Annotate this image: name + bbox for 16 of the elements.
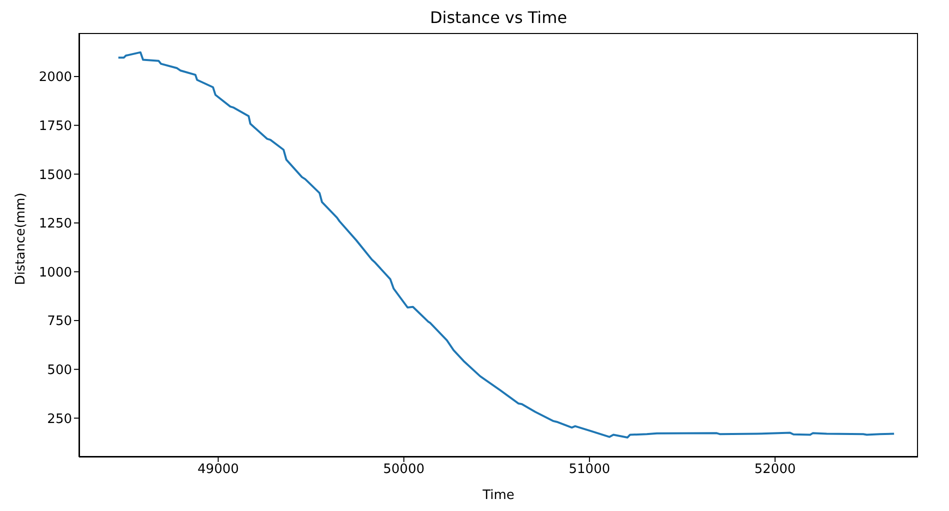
y-tick-label: 750 xyxy=(47,314,72,330)
x-tick-label: 50000 xyxy=(383,462,425,478)
chart-title: Distance vs Time xyxy=(428,8,568,27)
y-tick-label: 500 xyxy=(47,362,72,378)
y-tick-label: 250 xyxy=(47,412,72,427)
x-tick-label: 52000 xyxy=(754,462,796,478)
x-tick-label: 51000 xyxy=(568,462,610,478)
x-tick-label: 49000 xyxy=(198,462,239,478)
y-tick-label: 1750 xyxy=(38,118,72,134)
y-tick-label: 1250 xyxy=(38,216,72,232)
y-axis-title: Distance(mm) xyxy=(14,192,29,285)
y-tick-label: 1000 xyxy=(38,265,72,280)
y-tick-label: 1500 xyxy=(38,168,72,183)
x-axis-title: Time xyxy=(482,488,514,503)
y-tick-label: 2000 xyxy=(38,70,72,86)
line-series xyxy=(117,51,896,438)
